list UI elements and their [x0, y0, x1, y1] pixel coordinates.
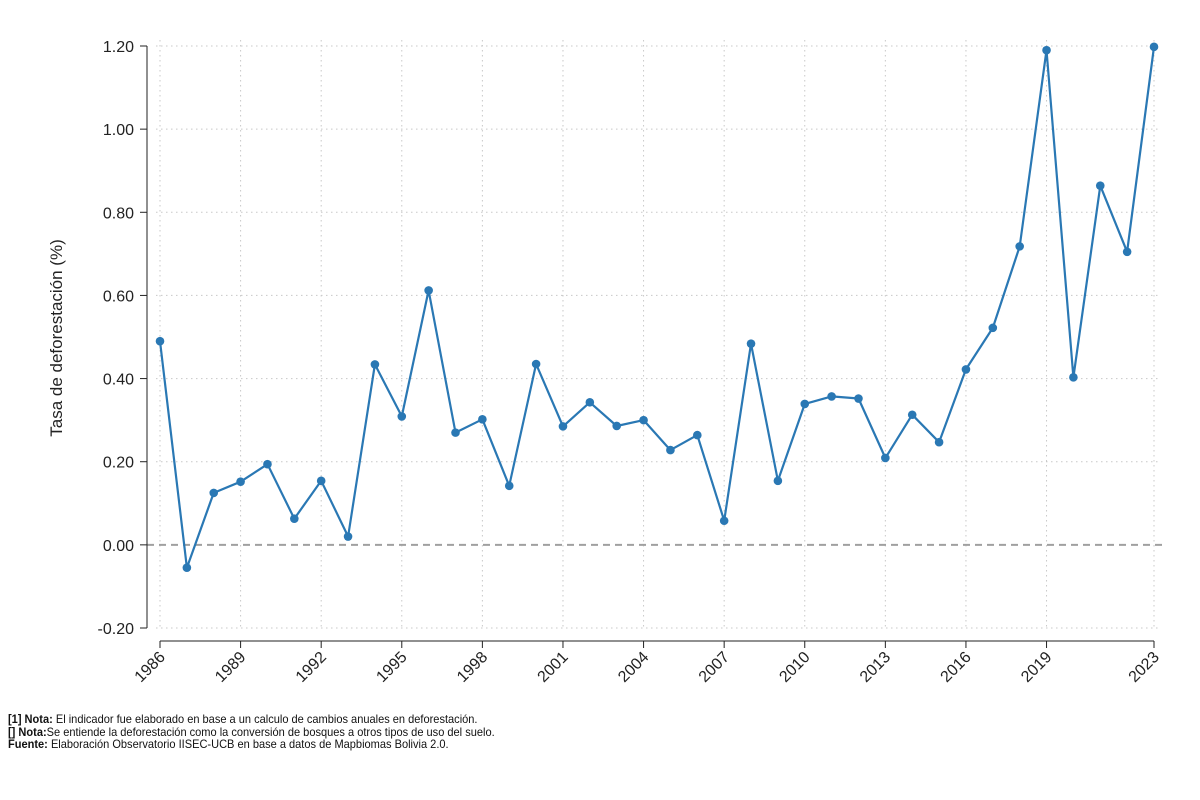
y-tick-label: 1.00 — [103, 122, 134, 139]
y-axis-label: Tasa de deforestación (%) — [47, 239, 66, 437]
data-point — [1095, 181, 1105, 190]
line-chart: -0.20 0.00 0.20 0.40 0.60 0.80 1.00 1.20 1986 198… — [47, 39, 1166, 686]
data-point — [907, 410, 917, 420]
axes: -0.20 0.00 0.20 0.40 0.60 0.80 1.00 1.20 1986 198… — [98, 39, 1163, 686]
data-point — [531, 359, 541, 369]
data-point — [800, 399, 810, 409]
data-point — [773, 476, 783, 486]
x-tick-label: 2001 — [535, 649, 572, 686]
source-label: Fuente: — [8, 737, 48, 751]
data-point — [263, 459, 272, 469]
y-tick-label: 0.80 — [103, 205, 134, 222]
data-point — [209, 488, 219, 498]
y-tick-label: 0.40 — [103, 372, 134, 389]
data-point — [854, 394, 863, 403]
x-tick-label: 2010 — [776, 649, 813, 686]
data-point — [719, 516, 729, 526]
data-point — [881, 453, 890, 463]
grid-lines — [147, 40, 1166, 629]
data-point — [612, 421, 622, 431]
y-tick-label: -0.20 — [98, 621, 135, 638]
data-point — [639, 415, 648, 425]
data-point — [934, 437, 944, 447]
data-point — [504, 481, 514, 491]
data-point — [1149, 42, 1159, 52]
note-2: [] Nota:Se entiende la deforestación com… — [8, 724, 495, 739]
series-line — [158, 46, 1156, 569]
data-point — [666, 445, 675, 455]
data-point — [182, 563, 192, 573]
data-point — [424, 286, 433, 295]
x-tick-label: 2019 — [1018, 649, 1055, 686]
data-point — [1015, 242, 1024, 251]
data-point — [692, 430, 702, 440]
x-tick-label: 1989 — [212, 649, 249, 686]
x-tick-label: 2004 — [615, 649, 652, 686]
x-tick-label: 1995 — [373, 649, 410, 686]
data-point — [1069, 373, 1078, 382]
data-point — [1042, 45, 1051, 55]
data-point — [370, 360, 380, 369]
x-tick-label: 1998 — [454, 649, 491, 686]
series-deforestation — [155, 42, 1159, 573]
x-tick-label: 2016 — [938, 649, 975, 686]
data-point — [478, 415, 487, 424]
data-point — [585, 397, 595, 407]
chart-notes: [1] Nota: El indicador fue elaborado en … — [8, 713, 537, 751]
note-2-text: Se entiende la deforestación como la con… — [46, 724, 495, 739]
x-tick-label: 2013 — [857, 649, 894, 686]
data-point — [316, 476, 326, 486]
data-point — [451, 428, 460, 437]
data-point — [343, 532, 353, 541]
note-2-label: [] Nota: — [8, 724, 47, 739]
data-point — [746, 339, 756, 348]
data-point — [961, 365, 971, 374]
x-tick-label: 1986 — [132, 649, 169, 686]
data-point — [155, 336, 165, 346]
data-point — [558, 422, 568, 431]
y-tick-label: 0.60 — [103, 288, 134, 305]
x-tick-label: 1992 — [293, 649, 330, 686]
data-point — [988, 323, 998, 333]
x-tick-label: 2023 — [1126, 649, 1163, 686]
x-tick-label: 2007 — [696, 649, 733, 686]
data-point — [1122, 247, 1132, 257]
note-1-text: El indicador fue elaborado en base a un … — [52, 712, 478, 726]
note-1-label: [1] Nota: — [8, 712, 53, 726]
source-text: Elaboración Observatorio IISEC-UCB en ba… — [47, 737, 449, 751]
note-1: [1] Nota: El indicador fue elaborado en … — [8, 713, 495, 726]
data-point — [397, 412, 407, 421]
source-note: Fuente: Elaboración Observatorio IISEC-U… — [8, 738, 495, 751]
data-point — [236, 477, 245, 486]
data-point — [290, 514, 299, 523]
y-tick-label: 0.20 — [103, 455, 134, 472]
data-point — [827, 392, 836, 401]
y-tick-label: 1.20 — [103, 39, 134, 56]
y-tick-label: 0.00 — [103, 538, 134, 555]
